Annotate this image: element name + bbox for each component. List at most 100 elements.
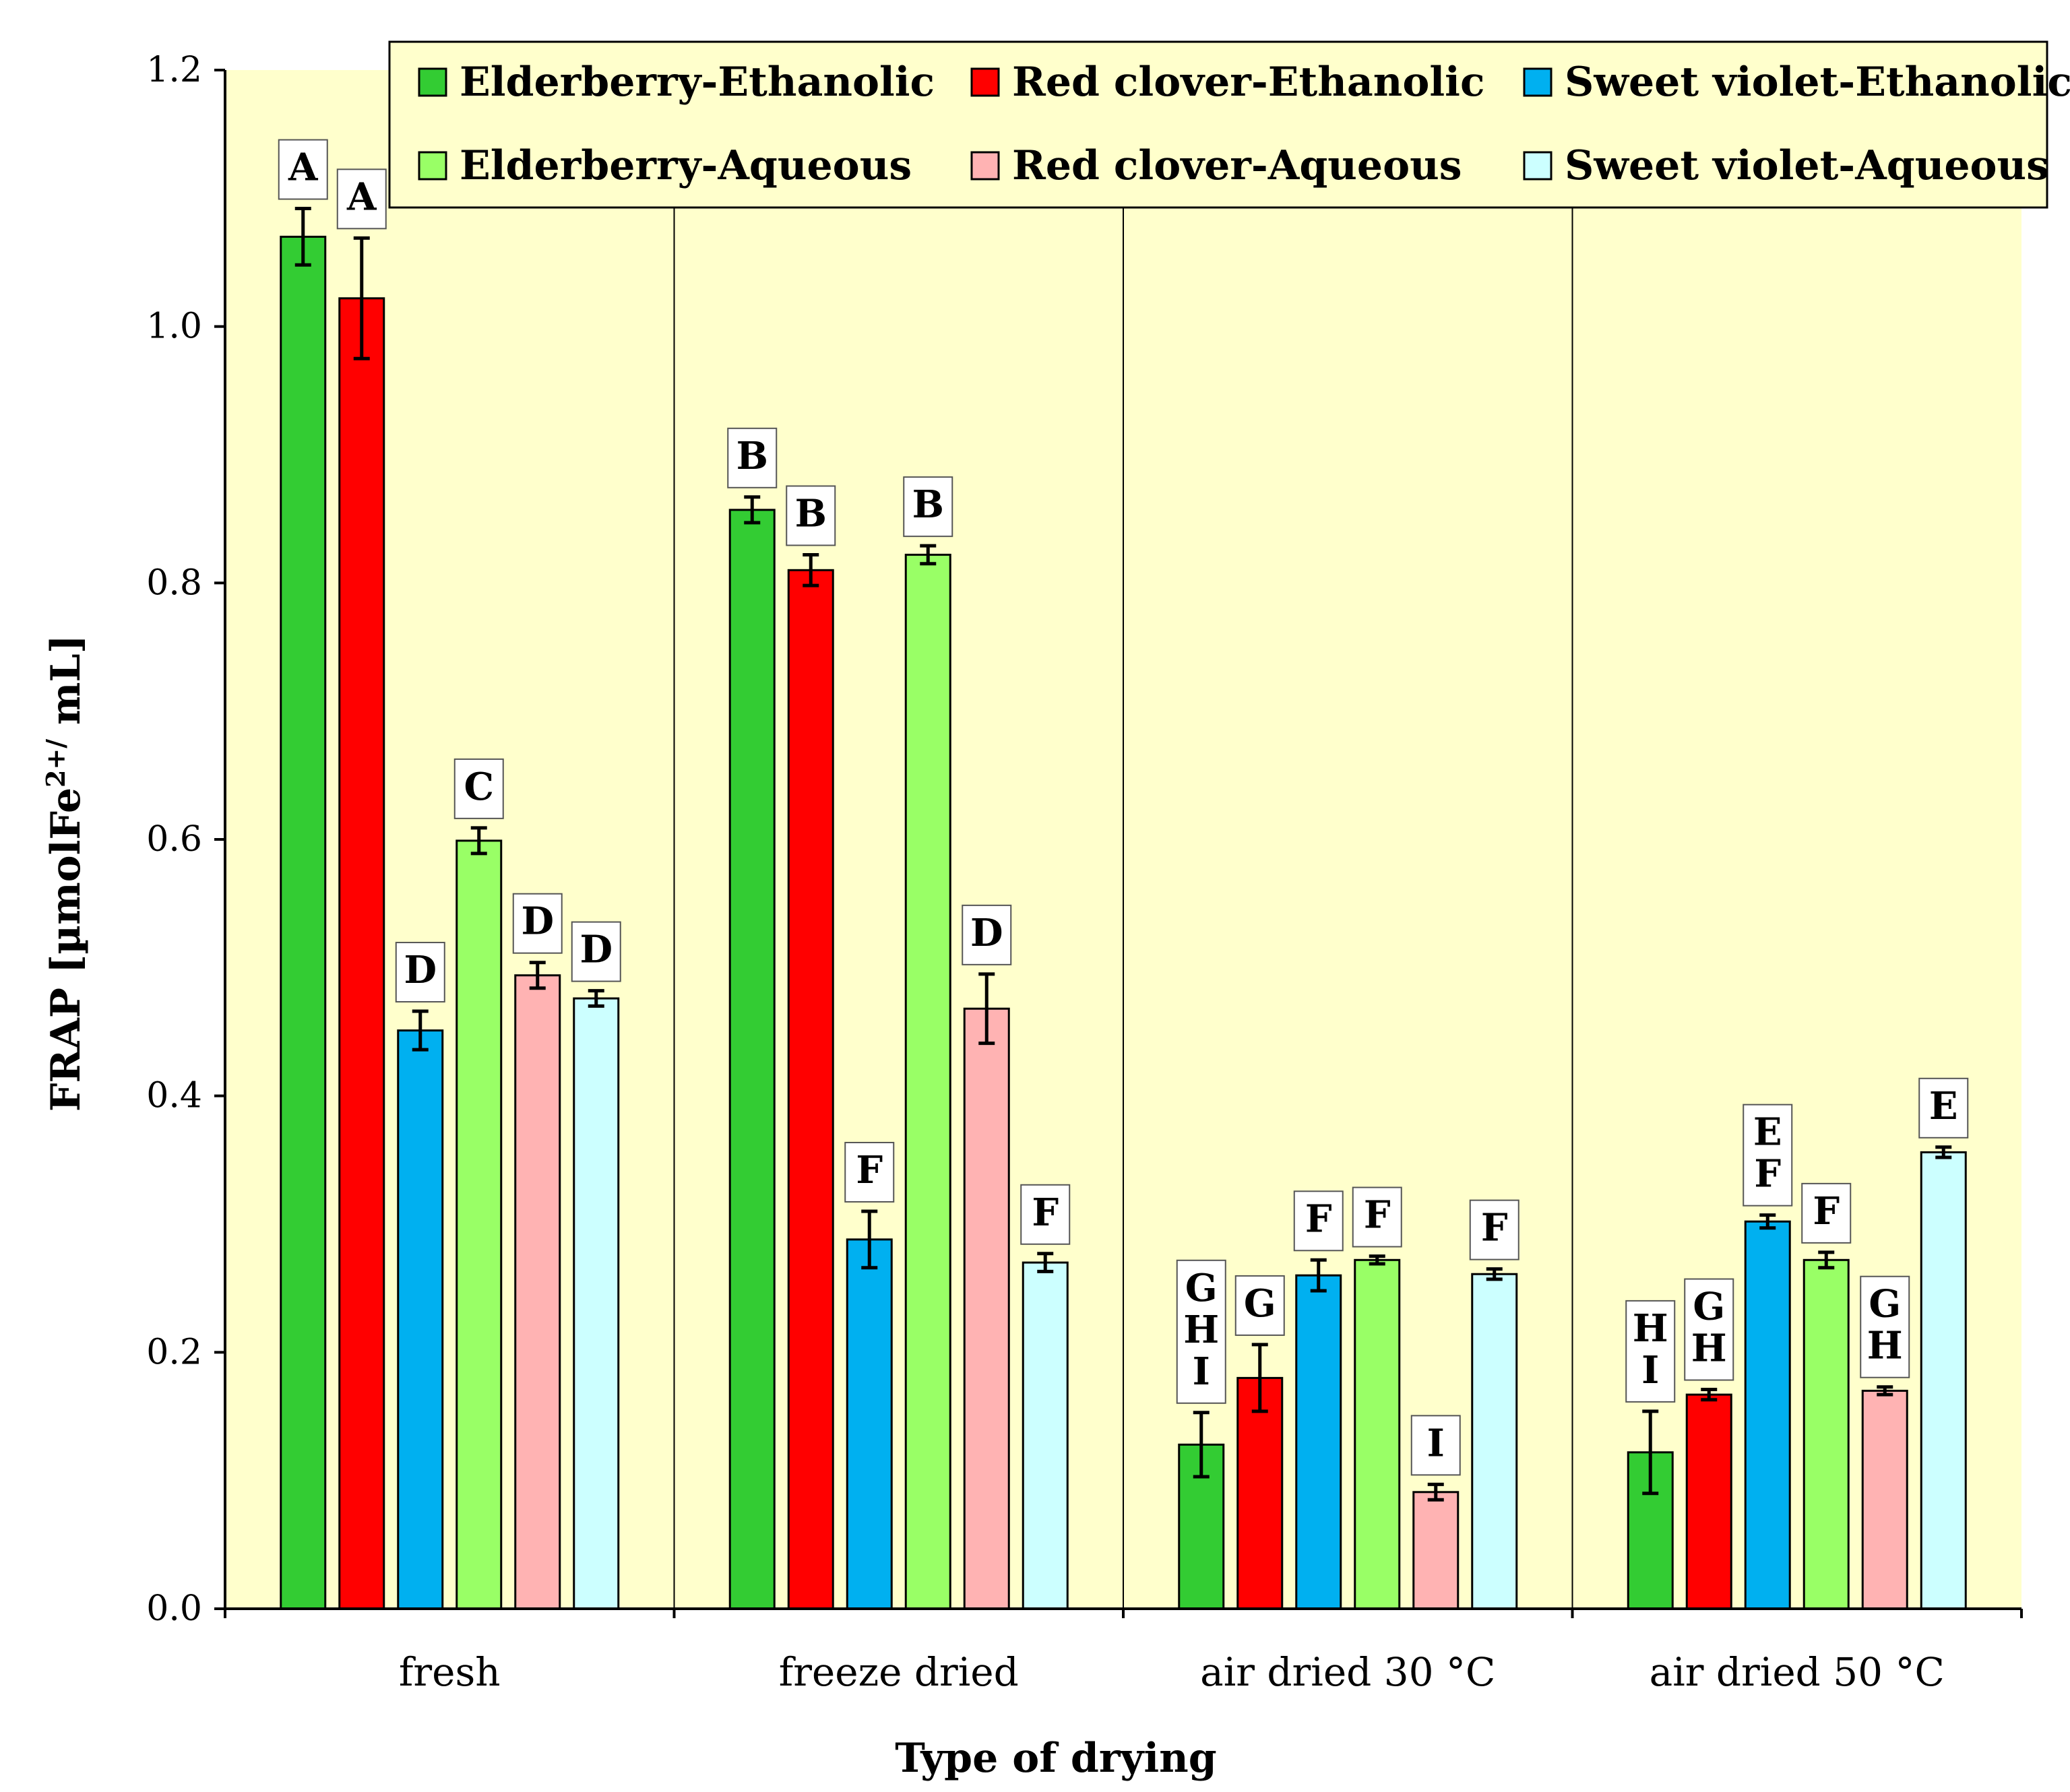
axes-group: 0.0 0.2 0.4 0.6 0.8 1.0 1.2 fresh freeze dried ai… <box>146 50 2023 1695</box>
significance-label: A <box>336 168 387 230</box>
significance-letter: C <box>464 765 494 809</box>
bars-group <box>280 235 1967 1610</box>
significance-letter: D <box>579 928 613 972</box>
bar-elderberry-ethanolic-1 <box>728 509 776 1610</box>
significance-label: F <box>1469 1199 1519 1260</box>
legend-label: Sweet violet-Ethanolic <box>1565 59 2070 106</box>
bar-sweet-violet-aqueous-2 <box>1471 1273 1518 1610</box>
significance-letter: H <box>1867 1324 1903 1368</box>
significance-letter: A <box>288 146 319 190</box>
significance-letter: H <box>1183 1308 1219 1352</box>
bar-red-clover-ethanolic-0 <box>338 297 385 1610</box>
bar-sweet-violet-aqueous-0 <box>573 997 620 1610</box>
significance-letter: I <box>1641 1348 1659 1393</box>
significance-letter: I <box>1427 1421 1445 1465</box>
significance-box <box>1293 1190 1344 1252</box>
bar-sweet-violet-ethanolic-1 <box>846 1238 893 1610</box>
significance-box <box>1410 1415 1461 1476</box>
significance-label: I <box>1410 1415 1461 1476</box>
significance-box <box>1918 1077 1969 1139</box>
significance-letter: I <box>1193 1349 1210 1394</box>
bar-red-clover-aqueous-1 <box>963 1007 1010 1610</box>
y-tick-label: 0.8 <box>146 563 202 603</box>
bar-red-clover-ethanolic-1 <box>787 569 834 1610</box>
legend: Elderberry-Ethanolic Red clover-Ethanolic… <box>388 40 2070 209</box>
significance-label: C <box>453 758 504 819</box>
category-dividers <box>673 70 1573 1609</box>
significance-box <box>786 485 836 546</box>
significance-letter: F <box>1305 1196 1332 1241</box>
significance-letter: F <box>1032 1190 1059 1235</box>
significance-letter: B <box>912 482 944 527</box>
significance-label: F <box>1801 1182 1852 1244</box>
significance-box <box>1234 1275 1285 1336</box>
significance-box <box>1743 1103 1793 1207</box>
bar-elderberry-aqueous-3 <box>1802 1258 1850 1610</box>
significance-letter: D <box>404 948 437 992</box>
bar-sweet-violet-ethanolic-2 <box>1295 1274 1342 1610</box>
significance-label: D <box>571 921 621 982</box>
significance-letter: F <box>1481 1206 1508 1250</box>
bar-elderberry-aqueous-2 <box>1354 1258 1401 1610</box>
significance-label: HI <box>1625 1300 1676 1403</box>
legend-item: Elderberry-Aqueous <box>418 142 912 189</box>
x-category-label: freeze dried <box>779 1649 1019 1695</box>
significance-box <box>512 893 563 954</box>
significance-box <box>336 168 387 230</box>
legend-swatch <box>1523 67 1552 97</box>
significance-box <box>962 904 1012 965</box>
bar-sweet-violet-ethanolic-3 <box>1744 1220 1791 1610</box>
x-axis-title: Type of drying <box>895 1735 1216 1782</box>
significance-box <box>1352 1186 1402 1248</box>
legend-swatch <box>1523 151 1552 181</box>
y-tick-label: 1.2 <box>146 50 202 90</box>
bar-red-clover-aqueous-2 <box>1412 1491 1460 1610</box>
legend-swatch <box>418 67 447 97</box>
legend-label: Elderberry-Ethanolic <box>460 59 935 106</box>
significance-letter: F <box>1754 1152 1781 1196</box>
y-tick-label: 0.0 <box>146 1589 202 1629</box>
legend-item: Sweet violet-Aqueous <box>1523 142 2049 189</box>
significance-label: G <box>1234 1275 1285 1336</box>
x-category-label: air dried 30 °C <box>1200 1649 1495 1695</box>
bar-sweet-violet-aqueous-3 <box>1920 1151 1967 1610</box>
significance-box <box>1860 1275 1910 1378</box>
legend-label: Red clover-Ethanolic <box>1012 59 1484 106</box>
legend-item: Sweet violet-Ethanolic <box>1523 59 2070 106</box>
legend-label: Elderberry-Aqueous <box>460 142 912 189</box>
significance-label: B <box>786 485 836 546</box>
significance-letter: D <box>521 899 554 944</box>
significance-box <box>844 1141 895 1203</box>
bar-red-clover-ethanolic-2 <box>1236 1376 1284 1610</box>
x-category-label: fresh <box>399 1649 501 1695</box>
significance-label: A <box>278 139 328 200</box>
legend-item: Red clover-Aqueous <box>970 142 1462 189</box>
significance-letter: E <box>1753 1110 1782 1155</box>
significance-label: GH <box>1684 1278 1734 1381</box>
bar-elderberry-aqueous-1 <box>904 553 951 1610</box>
y-axis-title-tail: mL] <box>42 635 90 739</box>
legend-box <box>388 40 2048 209</box>
significance-box <box>453 758 504 819</box>
significance-box <box>1020 1184 1071 1245</box>
significance-box <box>1801 1182 1852 1244</box>
significance-box <box>395 942 445 1003</box>
y-tick-label: 0.4 <box>146 1076 202 1116</box>
significance-label: F <box>844 1141 895 1203</box>
significance-box <box>1469 1199 1519 1260</box>
significance-box <box>571 921 621 982</box>
significance-label: D <box>395 942 445 1003</box>
significance-letter: B <box>795 491 827 536</box>
significance-label: D <box>512 893 563 954</box>
significance-label: D <box>962 904 1012 965</box>
legend-swatch <box>418 151 447 181</box>
significance-label: E <box>1918 1077 1969 1139</box>
significance-letter: A <box>346 174 377 219</box>
significance-label: F <box>1293 1190 1344 1252</box>
bar-red-clover-aqueous-3 <box>1861 1389 1908 1610</box>
significance-letter: F <box>1813 1189 1840 1234</box>
y-tick-label: 0.2 <box>146 1332 202 1372</box>
significance-label: F <box>1352 1186 1402 1248</box>
significance-label: EF <box>1743 1103 1793 1207</box>
